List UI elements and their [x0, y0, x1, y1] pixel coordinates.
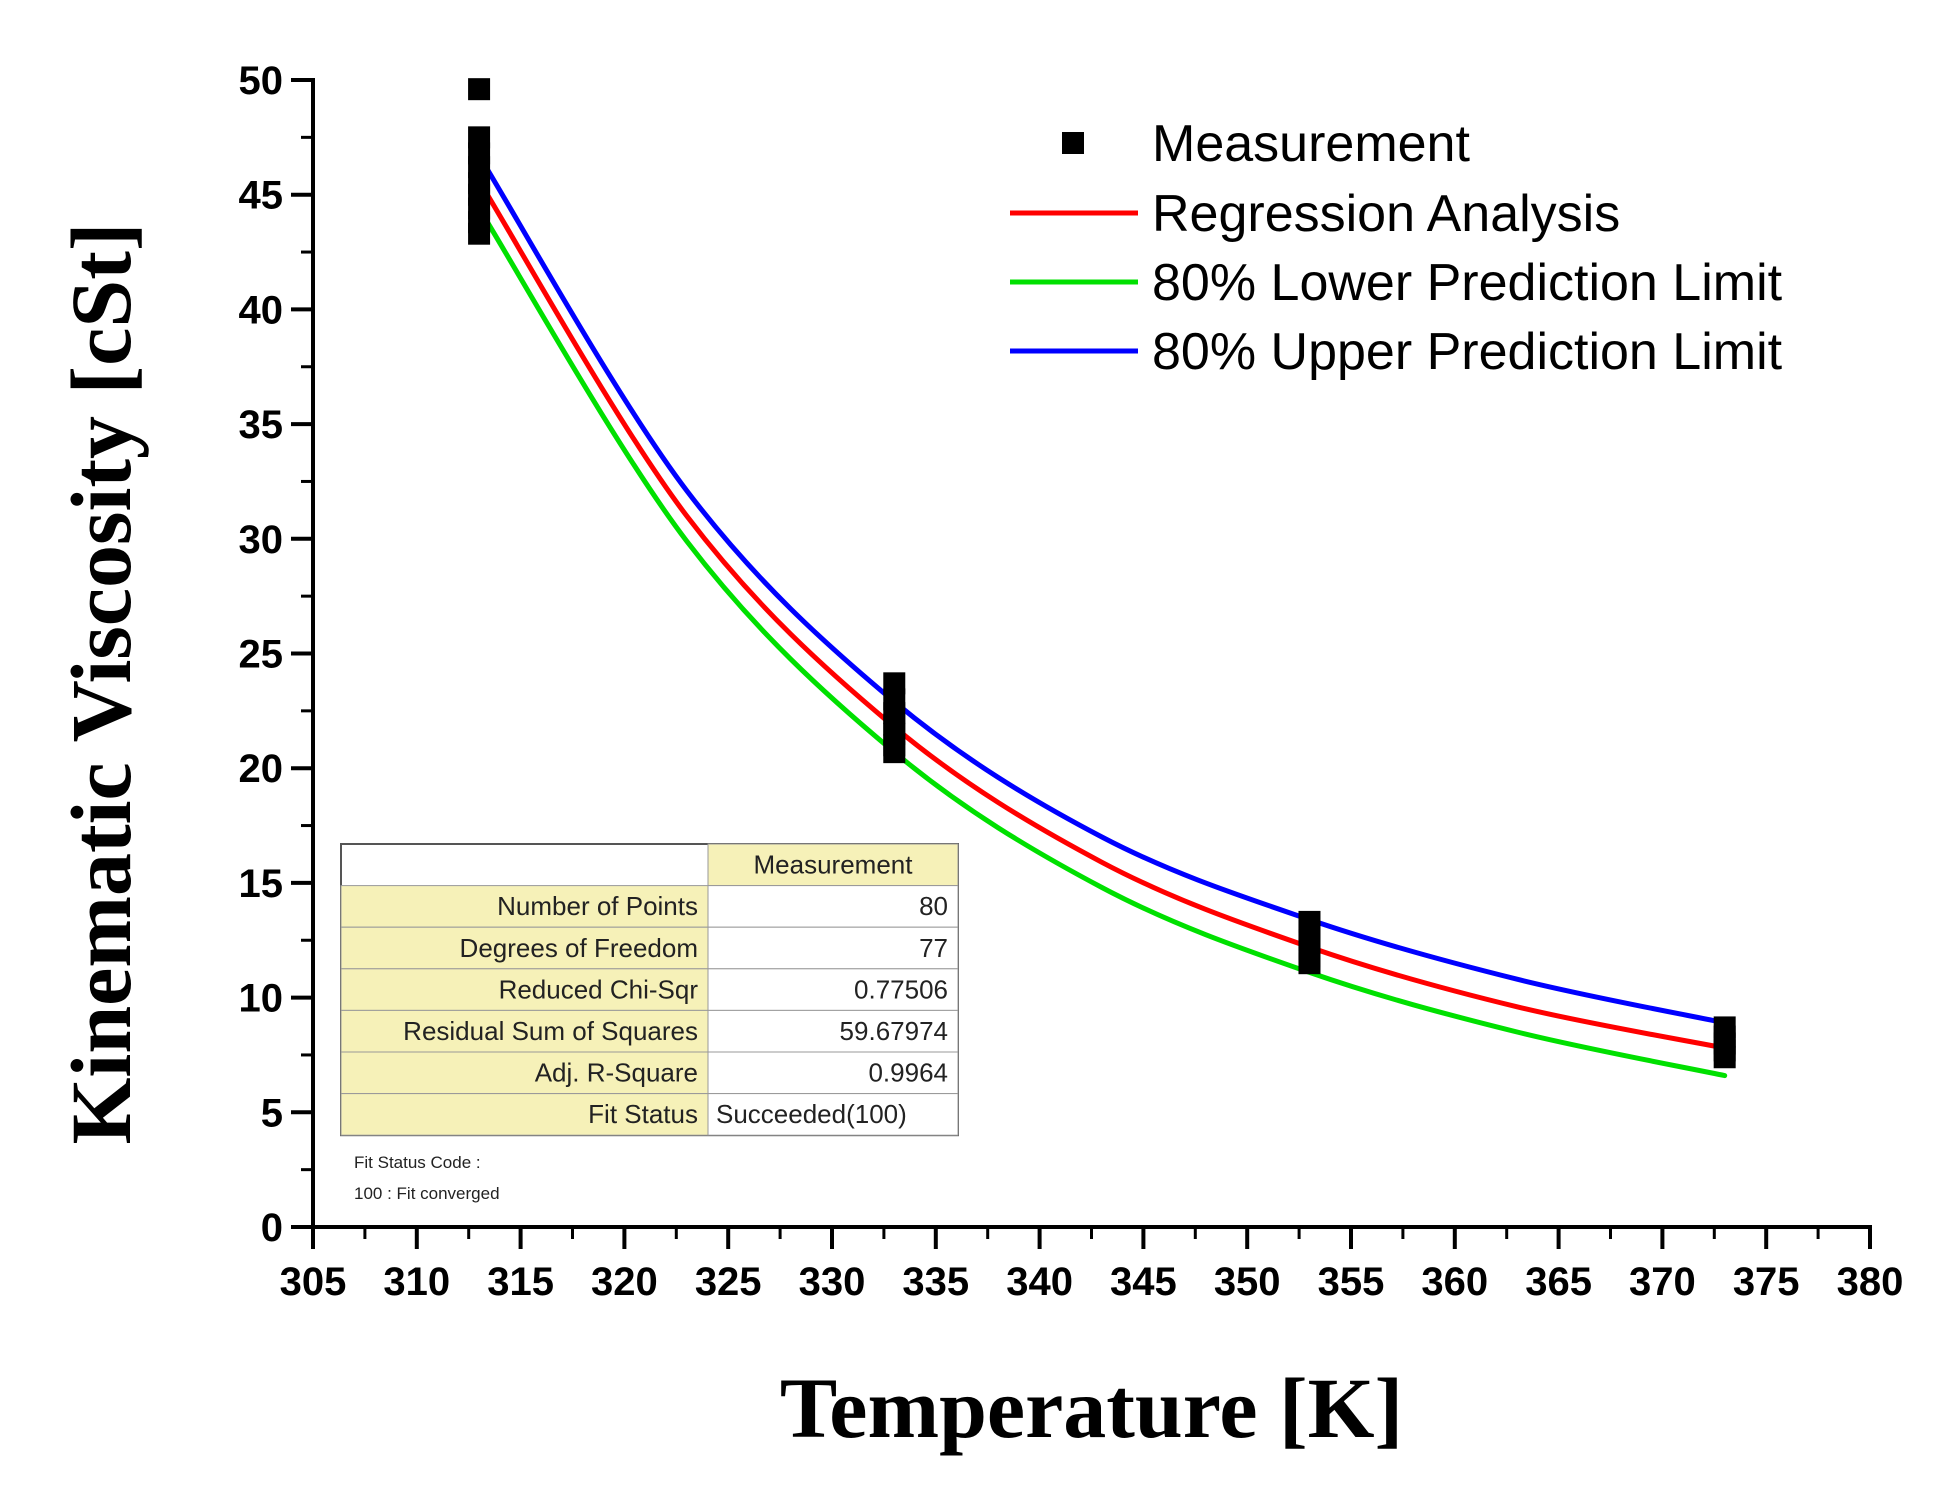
80-upper-prediction-limit-line — [476, 153, 1728, 1026]
table-label-cell — [340, 885, 709, 928]
x-tick-label: 345 — [1110, 1260, 1177, 1304]
y-tick-label: 20 — [239, 747, 284, 791]
table-value-cell — [707, 968, 959, 1011]
x-tick-label: 365 — [1525, 1260, 1592, 1304]
table-value-cell — [707, 1051, 959, 1095]
measurement-point — [1298, 952, 1321, 975]
x-tick-label: 380 — [1837, 1260, 1904, 1304]
table-row-label: Residual Sum of Squares — [403, 1016, 698, 1046]
legend-label-2: 80% Upper Prediction Limit — [1152, 323, 1783, 381]
table-label-cell — [340, 1051, 709, 1095]
measurement-point — [1713, 1046, 1736, 1069]
y-tick-label: 50 — [239, 59, 284, 103]
y-axis-title: Kinematic Viscosity [cSt] — [53, 223, 149, 1145]
table-row-value: 0.77506 — [854, 974, 948, 1004]
x-tick-label: 325 — [695, 1260, 762, 1304]
table-value-cell — [707, 926, 959, 970]
y-tick-label: 40 — [239, 288, 284, 332]
y-tick-label: 10 — [239, 977, 284, 1021]
table-value-cell — [707, 885, 959, 928]
table-row-value: 80 — [919, 891, 948, 921]
axes: 0 5 10 15 20 25 30 35 40 45 50 305 310 315 320 325 330 33… — [239, 59, 1904, 1304]
table-row-value: Succeeded(100) — [716, 1099, 907, 1129]
x-tick-label: 305 — [280, 1260, 347, 1304]
measurement-points — [468, 78, 1736, 1069]
legend: Measurement Regression Analysis 80% Lower … — [1010, 115, 1783, 381]
fit-statistics-table: Measurement Number of Points 80 Degrees of … — [340, 843, 959, 1203]
x-tick-label: 320 — [591, 1260, 658, 1304]
y-tick-label: 30 — [239, 518, 284, 562]
table-row-label: Number of Points — [497, 891, 698, 921]
y-tick-label: 0 — [261, 1206, 283, 1250]
table-label-cell — [340, 1093, 709, 1136]
table-row-label: Degrees of Freedom — [460, 933, 698, 963]
legend-measurement-label: Measurement — [1152, 115, 1470, 173]
y-tick-label: 25 — [239, 633, 284, 677]
x-tick-label: 340 — [1006, 1260, 1073, 1304]
x-tick-label: 375 — [1733, 1260, 1800, 1304]
y-tick-label: 35 — [239, 403, 284, 447]
table-row-label: Reduced Chi-Sqr — [499, 974, 699, 1004]
table-row-label: Adj. R-Square — [535, 1058, 698, 1088]
x-tick-label: 315 — [487, 1260, 554, 1304]
fit-status-note: Fit Status Code : — [354, 1153, 481, 1172]
table-row-value: 59.67974 — [840, 1016, 948, 1046]
table-value-cell — [707, 1009, 959, 1053]
measurement-point — [883, 741, 906, 764]
x-axis-title: Temperature [K] — [780, 1360, 1403, 1456]
table-row-value: 0.9964 — [868, 1058, 948, 1088]
x-tick-label: 350 — [1214, 1260, 1281, 1304]
table-header: Measurement — [754, 850, 914, 880]
y-tick-label: 5 — [261, 1091, 283, 1135]
curves — [476, 153, 1728, 1079]
y-tick-label: 45 — [239, 174, 284, 218]
x-tick-label: 355 — [1318, 1260, 1385, 1304]
x-tick-label: 310 — [383, 1260, 450, 1304]
x-tick-label: 330 — [799, 1260, 866, 1304]
x-tick-label: 370 — [1629, 1260, 1696, 1304]
legend-label-1: 80% Lower Prediction Limit — [1152, 254, 1783, 312]
measurement-point — [468, 222, 491, 245]
x-tick-label: 335 — [902, 1260, 969, 1304]
measurement-point — [468, 78, 491, 101]
table-label-cell — [340, 1009, 709, 1053]
regression-analysis-line — [476, 178, 1728, 1051]
legend-label-0: Regression Analysis — [1152, 185, 1620, 243]
table-value-cell — [707, 1093, 959, 1136]
y-tick-label: 15 — [239, 862, 284, 906]
table-row-value: 77 — [919, 933, 948, 963]
fit-status-note: 100 : Fit converged — [354, 1184, 500, 1203]
x-tick-label: 360 — [1421, 1260, 1488, 1304]
80-lower-prediction-limit-line — [476, 206, 1728, 1079]
table-header-cell — [707, 843, 959, 887]
legend-measurement-marker — [1062, 132, 1084, 154]
table-row-label: Fit Status — [588, 1099, 698, 1129]
